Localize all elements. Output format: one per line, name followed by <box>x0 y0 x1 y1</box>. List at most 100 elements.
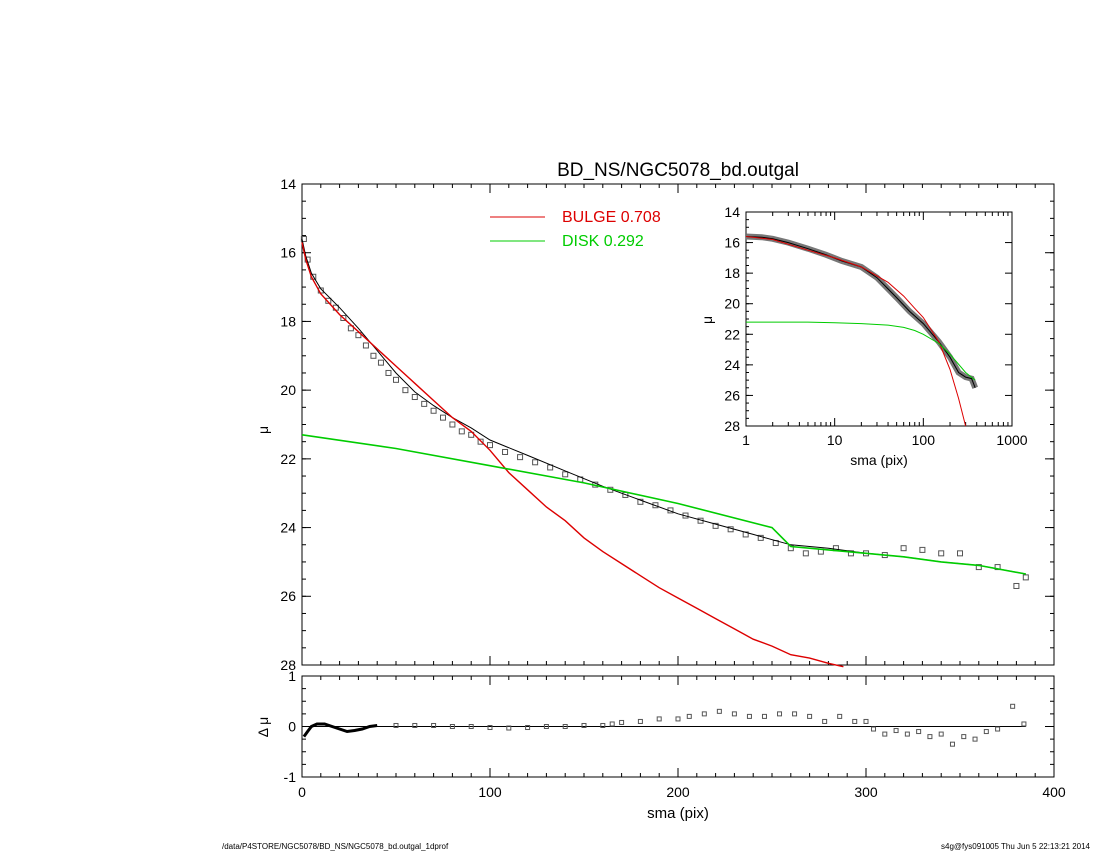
inset-y-tick-label: 20 <box>724 296 740 312</box>
data-point <box>300 235 307 242</box>
residual-point <box>581 722 587 728</box>
data-point <box>449 421 456 428</box>
data-point <box>652 502 659 509</box>
residual-point <box>656 716 662 722</box>
data-point <box>340 314 347 321</box>
y-tick-label: 16 <box>280 245 296 261</box>
residual-point <box>600 722 606 728</box>
residual-inner-curve <box>302 722 378 738</box>
residual-point <box>686 713 692 719</box>
data-point <box>487 442 493 449</box>
residual-point <box>904 731 910 737</box>
residual-point <box>882 731 888 737</box>
residual-point <box>949 741 955 747</box>
y-tick-label: 14 <box>280 176 296 192</box>
data-point <box>477 438 484 445</box>
inset-y-tick-label: 22 <box>724 326 740 342</box>
residual-point <box>761 713 767 719</box>
residual-point <box>412 722 418 728</box>
resid-y-axis-label: Δ μ <box>255 717 271 738</box>
data-point <box>517 454 524 461</box>
x-tick-label: 200 <box>666 784 690 800</box>
residual-point <box>972 736 978 742</box>
data-point <box>393 376 399 383</box>
data-point <box>562 471 569 478</box>
data-point <box>1013 582 1020 589</box>
inset-x-tick-label: 1 <box>742 432 750 448</box>
data-point <box>957 550 963 557</box>
residual-point <box>871 726 877 732</box>
residual-point <box>1021 721 1027 727</box>
residual-point <box>619 719 625 725</box>
data-point <box>938 550 945 557</box>
residual-point <box>938 731 944 737</box>
residual-point <box>506 725 512 731</box>
residual-point <box>525 725 531 731</box>
y-axis-label: μ <box>255 426 271 434</box>
data-point <box>637 498 644 505</box>
bulge-line <box>301 242 844 668</box>
residual-point <box>893 728 899 734</box>
footer-timestamp: s4g@fys091005 Thu Jun 5 22:13:21 2014 <box>941 842 1090 851</box>
data-point <box>757 534 764 541</box>
residual-point <box>961 734 967 740</box>
residual-point <box>822 718 828 724</box>
data-point <box>502 448 509 455</box>
data-point <box>430 407 437 414</box>
legend-label-disk: DISK 0.292 <box>562 233 644 250</box>
inset-y-tick-label: 24 <box>724 357 740 373</box>
inset-data-line <box>745 236 976 388</box>
inset-x-axis-label: sma (pix) <box>850 452 908 468</box>
inset-disk-line <box>746 321 976 381</box>
residual-point <box>468 724 474 729</box>
residual-point <box>746 713 752 719</box>
x-tick-label: 400 <box>1042 784 1066 800</box>
residual-point <box>792 711 798 717</box>
residual-point <box>701 711 707 717</box>
main-plot-frame <box>301 183 1055 666</box>
data-point <box>900 545 907 552</box>
x-tick-label: 300 <box>854 784 878 800</box>
y-tick-label: 18 <box>280 313 296 329</box>
data-point <box>440 414 446 421</box>
residual-point <box>995 726 1001 732</box>
inset-x-tick-label: 1000 <box>996 432 1027 448</box>
data-point <box>919 546 926 553</box>
residual-point <box>562 724 568 729</box>
inset-y-tick-label: 28 <box>724 418 740 434</box>
y-tick-label: 20 <box>280 382 296 398</box>
main-profile-plot: 14 16 18 20 22 24 26 28 BD_NS/NGC5078_bd.outgal μ… <box>255 160 1055 673</box>
x-tick-label: 0 <box>298 784 306 800</box>
data-point <box>1022 574 1029 581</box>
y-tick-label: 24 <box>280 519 296 535</box>
residual-point <box>983 729 989 735</box>
residual-point <box>716 708 722 714</box>
inset-x-tick-label: 100 <box>912 432 936 448</box>
residual-point <box>393 722 399 728</box>
inset-y-tick-label: 18 <box>724 265 740 281</box>
residual-point <box>637 718 643 724</box>
data-point <box>802 550 809 557</box>
y-tick-label: 26 <box>280 588 296 604</box>
inset-log-profile-plot: 14 16 18 20 22 24 26 281 10 100 1000 sma (pix) μ <box>699 204 1028 468</box>
legend-label-bulge: BULGE 0.708 <box>562 209 661 226</box>
data-point <box>370 352 377 359</box>
residual-point <box>863 718 869 724</box>
residual-point <box>1010 703 1016 709</box>
data-point <box>712 522 719 529</box>
y-tick-label: 22 <box>280 451 296 467</box>
inset-x-tick-label: 10 <box>827 432 843 448</box>
data-point <box>385 369 392 376</box>
resid-y-tick-label: 0 <box>288 719 296 735</box>
residual-point <box>431 722 437 728</box>
data-point <box>377 359 384 366</box>
x-tick-label: 100 <box>478 784 502 800</box>
chart-title: BD_NS/NGC5078_bd.outgal <box>557 160 799 181</box>
y-tick-label: 28 <box>280 657 296 673</box>
data-point <box>402 387 409 394</box>
residual-point <box>777 711 783 717</box>
footer-file-path: /data/P4STORE/NGC5078/BD_NS/NGC5078_bd.o… <box>222 842 449 851</box>
resid-y-tick-label: -1 <box>284 769 297 785</box>
total-model-line <box>301 238 1026 575</box>
